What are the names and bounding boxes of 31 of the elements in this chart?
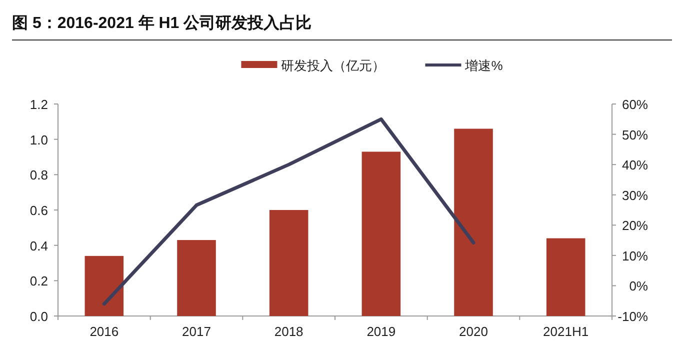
- y2-tick-label: 30%: [622, 188, 648, 203]
- x-tick-label: 2019: [366, 324, 396, 339]
- x-tick-label: 2018: [274, 324, 304, 339]
- bar: [177, 240, 216, 316]
- y2-tick-label: -10%: [618, 309, 648, 324]
- bar: [269, 210, 308, 316]
- y-tick-label: 1.2: [30, 97, 48, 112]
- y-tick-label: 1.0: [30, 132, 48, 148]
- line-series: [102, 117, 476, 306]
- x-tick-label: 2020: [459, 324, 488, 339]
- y2-tick-label: 40%: [622, 158, 648, 173]
- bar: [454, 128, 493, 316]
- y-tick-label: 0.2: [30, 274, 48, 289]
- legend-label: 研发投入（亿元）: [281, 58, 386, 73]
- y-tick-label: 0.8: [30, 168, 48, 183]
- x-tick-label: 2016: [90, 324, 119, 339]
- y-tick-label: 0.6: [30, 203, 48, 218]
- x-tick-label: 2021H1: [543, 324, 589, 339]
- x-tick-label: 2017: [182, 324, 211, 339]
- y-tick-label: 0.4: [30, 238, 48, 254]
- y2-tick-label: 20%: [622, 218, 648, 234]
- bar: [546, 238, 586, 316]
- y2-tick-label: 10%: [622, 248, 648, 264]
- chart-title: 图 5：2016-2021 年 H1 公司研发投入占比: [12, 14, 312, 32]
- legend-label: 增速%: [464, 58, 504, 73]
- bar: [84, 256, 124, 316]
- bar: [362, 152, 401, 316]
- y2-tick-label: 60%: [622, 97, 648, 112]
- y-tick-label: 0.0: [30, 309, 48, 324]
- y2-tick-label: 50%: [622, 127, 648, 142]
- y2-tick-label: 0%: [629, 278, 648, 294]
